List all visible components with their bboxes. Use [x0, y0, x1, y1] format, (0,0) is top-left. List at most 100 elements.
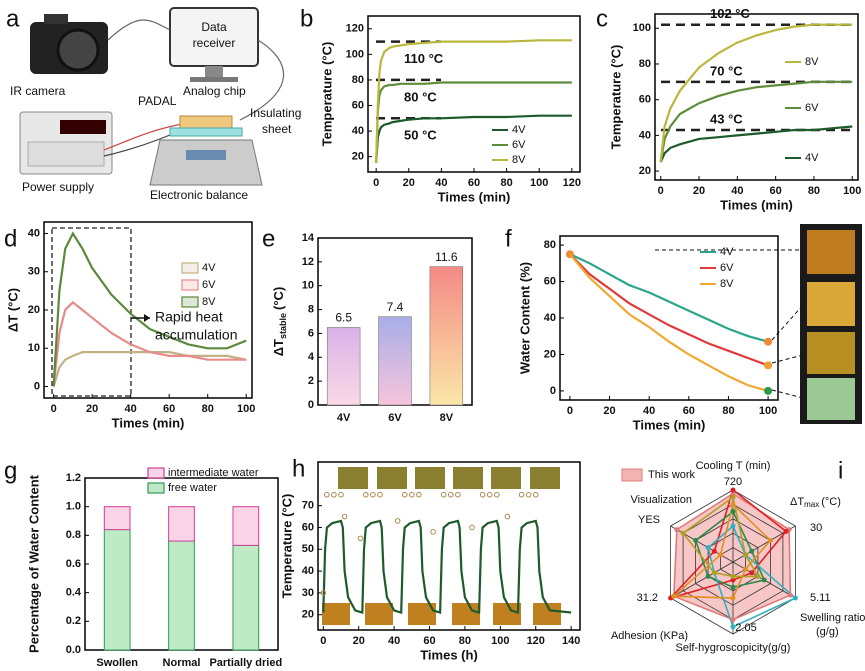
y-axis-label-sub: stable [278, 313, 288, 339]
x-tick-label: 80 [202, 403, 214, 415]
legend-label: 6V [512, 139, 526, 151]
scatter-point [401, 491, 408, 498]
value-label: 6.5 [335, 311, 352, 325]
reference-label: 110 °C [404, 51, 444, 66]
legend-swatch [181, 262, 199, 274]
y-axis-label: Percentage of Water Content [26, 474, 41, 653]
y-tick-label: 0.8 [66, 529, 81, 541]
axis-max-label: 720 [724, 476, 742, 488]
label-power-supply: Power supply [22, 180, 94, 194]
x-tick-label: 40 [125, 403, 137, 415]
radar-point [730, 624, 736, 630]
legend-swatch [181, 296, 199, 308]
label-insulating: Insulating [250, 106, 301, 120]
value-label: 7.4 [387, 300, 404, 314]
label-balance: Electronic balance [150, 188, 248, 202]
axis-label-unit: (g/g) [816, 626, 839, 638]
legend-label: 4V [202, 262, 216, 274]
radar-point [671, 593, 677, 599]
radar-point [680, 530, 686, 536]
line-series [569, 253, 769, 392]
y-tick-label: 60 [544, 275, 556, 287]
y-tick-label: 8 [308, 303, 314, 315]
legend-label: 6V [805, 102, 819, 114]
legend-label: 8V [805, 56, 819, 68]
bar-segment [168, 540, 195, 651]
x-tick-label: 40 [731, 185, 743, 197]
radar-point [767, 537, 773, 543]
panel-label: b [300, 5, 313, 32]
x-tick-label: 20 [693, 185, 705, 197]
y-tick-label: 100 [346, 48, 364, 60]
photo [807, 332, 855, 374]
scatter-point [377, 491, 383, 498]
x-tick-label: Partially dried [209, 657, 282, 669]
y-tick-label: 40 [352, 125, 364, 137]
line-series [52, 231, 247, 387]
scatter-point [320, 590, 327, 596]
reference-label: 70 °C [710, 63, 743, 78]
reference-label: 43 °C [710, 111, 743, 126]
legend-label: 8V [512, 154, 526, 166]
x-tick-label: 20 [353, 635, 365, 647]
balance [149, 139, 263, 186]
photo [530, 467, 560, 489]
end-marker [764, 337, 773, 346]
y-tick-label: 100 [633, 22, 651, 34]
x-tick-label: 100 [237, 403, 255, 415]
x-tick-label: 20 [86, 403, 98, 415]
panel-label: i [838, 457, 843, 484]
label-ir-camera: IR camera [10, 84, 66, 98]
scatter-point [469, 524, 475, 531]
y-tick-label: 80 [352, 74, 364, 86]
panel-label: c [596, 5, 608, 32]
y-tick-label: 0.4 [66, 587, 82, 599]
y-axis-label-main: ΔT [271, 339, 286, 356]
x-tick-label: 100 [530, 177, 548, 189]
annotation: Rapid heat [155, 309, 223, 325]
bar-segment [232, 544, 260, 651]
panel-label: f [505, 225, 512, 252]
scatter-point [493, 491, 500, 498]
y-tick-label: 10 [302, 280, 314, 292]
line-series [659, 80, 853, 163]
y-tick-label: 50 [302, 543, 314, 555]
y-axis-label: Temperature (°C) [319, 42, 334, 147]
legend-label: 4V [805, 152, 819, 164]
x-tick-label: 0 [567, 405, 573, 417]
legend-label: 4V [720, 246, 734, 258]
axis-label: ΔTmax (°C) [790, 496, 841, 509]
label-data: Data [201, 20, 227, 34]
photo [807, 230, 855, 274]
radar-point [705, 545, 711, 551]
scatter-point [394, 518, 401, 524]
radar-point [730, 501, 736, 507]
radar-point [730, 584, 736, 590]
photo [453, 467, 483, 489]
photo [452, 603, 480, 625]
radar-point [730, 577, 736, 583]
x-axis-label: Times (h) [420, 647, 478, 662]
radar-point [792, 595, 798, 601]
y-tick-label: 60 [639, 94, 651, 106]
y-tick-label: 0.2 [66, 615, 81, 627]
y-tick-label: 60 [302, 521, 314, 533]
scatter-point [416, 491, 422, 498]
radar-point [749, 548, 755, 554]
x-tick-label: 0 [658, 185, 664, 197]
scatter-point [440, 491, 447, 498]
axis-label-main: Self-hygroscopicity(g/g) [676, 642, 791, 654]
x-axis-label: Times (min) [720, 197, 793, 212]
line-series [322, 519, 572, 614]
insulating-sheet [169, 127, 243, 137]
x-tick-label: 120 [563, 177, 581, 189]
x-tick-label: 20 [403, 177, 415, 189]
legend-swatch [621, 468, 643, 482]
reference-label: 80 °C [404, 89, 437, 104]
y-tick-label: 20 [639, 165, 651, 177]
radar-point [730, 491, 736, 497]
x-tick-label: 40 [435, 177, 447, 189]
cable [239, 39, 285, 121]
x-tick-label: 40 [643, 405, 655, 417]
scatter-point [409, 491, 415, 498]
